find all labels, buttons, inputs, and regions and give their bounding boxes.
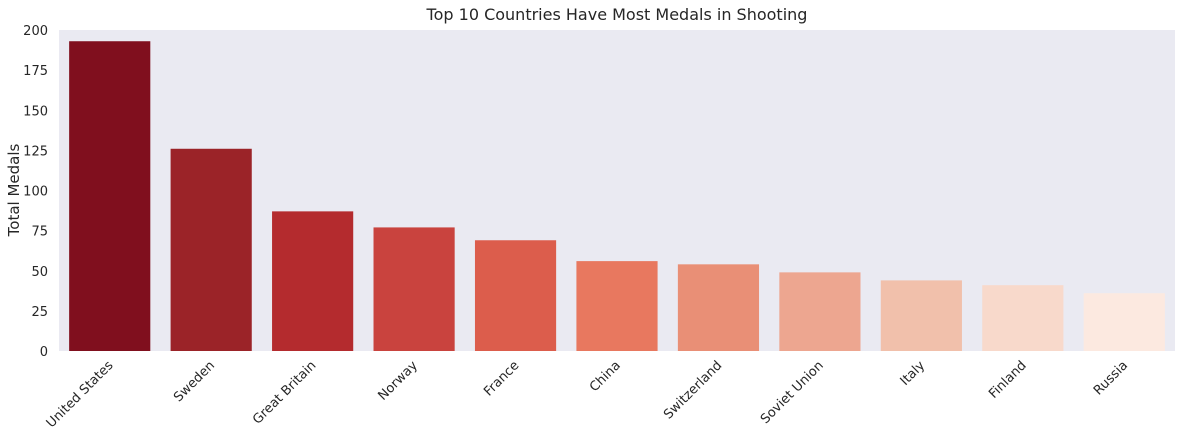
x-tick-label: United States [44,358,117,431]
chart-title: Top 10 Countries Have Most Medals in Sho… [426,5,808,24]
x-tick-label: Norway [375,358,421,404]
y-tick-label: 200 [23,24,48,39]
x-tick-label: France [481,358,522,399]
x-tick-label: Sweden [171,358,218,405]
x-tick-label: China [587,358,624,395]
y-axis-label: Total Medals [5,143,23,237]
bar-russia [1083,293,1165,351]
x-tick-label: Soviet Union [758,358,827,427]
y-tick-label: 25 [31,305,48,320]
bar-china [576,261,658,351]
bar-finland [982,285,1064,351]
x-axis-ticks: United States Sweden Great Britain Norway Fr… [44,358,1131,431]
x-tick-label: Russia [1091,358,1131,398]
bar-great-britain [272,211,354,351]
bar-norway [373,227,455,351]
y-tick-label: 100 [23,185,48,200]
bar-soviet-union [779,272,861,351]
x-tick-label: Finland [986,358,1029,401]
bar-france [474,240,557,351]
bar-italy [880,280,962,351]
y-tick-label: 150 [23,104,48,119]
bars-group [69,41,1165,352]
y-tick-label: 125 [23,144,48,159]
bar-sweden [170,148,252,351]
x-tick-label: Italy [898,358,929,389]
y-tick-label: 75 [31,225,48,240]
x-tick-label: Switzerland [661,358,725,422]
y-axis-ticks: 0 25 50 75 100 125 150 175 200 [23,24,48,360]
bar-united-states [69,41,151,352]
y-tick-label: 0 [40,345,48,360]
y-tick-label: 175 [23,64,48,79]
y-tick-label: 50 [31,265,48,280]
x-tick-label: Great Britain [250,358,319,427]
bar-switzerland [677,264,760,351]
